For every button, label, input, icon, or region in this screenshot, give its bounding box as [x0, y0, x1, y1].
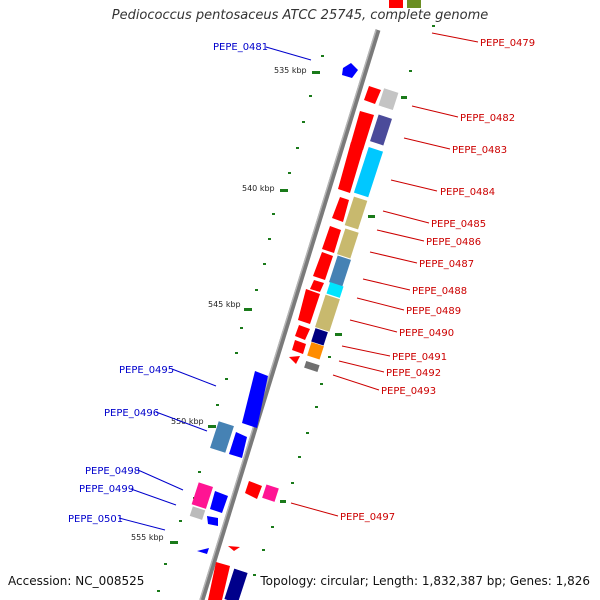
forward-strand-genes	[208, 0, 421, 600]
gene-label-pepe-0492[interactable]: PEPE_0492	[386, 368, 441, 379]
genome-title: Pediococcus pentosaceus ATCC 25745, comp…	[111, 8, 489, 23]
cds-forward[interactable]	[407, 0, 421, 8]
feature-deeppink[interactable]	[262, 484, 279, 502]
cds-pepe-0499[interactable]	[207, 516, 218, 526]
cds-pepe-0492[interactable]	[289, 356, 300, 364]
genome-summary-text: Topology: circular; Length: 1,832,387 bp…	[260, 574, 590, 588]
feature-orange[interactable]	[307, 342, 324, 360]
cds-pepe-0496[interactable]	[229, 432, 247, 458]
feature-cyan[interactable]	[353, 147, 384, 198]
forward-gene-labels: PEPE_0479 PEPE_0482 PEPE_0483 PEPE_0484 …	[340, 38, 535, 523]
cds-pepe-0497[interactable]	[245, 481, 262, 499]
cds-pepe-0482[interactable]	[364, 86, 381, 104]
reverse-strand-genes	[189, 63, 358, 554]
cds-pepe-0484[interactable]	[338, 142, 364, 193]
feature-darkblue[interactable]	[224, 568, 248, 600]
cds-pepe-0491[interactable]	[292, 340, 306, 354]
gene-label-pepe-0497[interactable]: PEPE_0497	[340, 512, 395, 523]
cds-forward[interactable]	[208, 562, 230, 600]
gene-label-pepe-0493[interactable]: PEPE_0493	[381, 386, 436, 397]
forward-leader-lines	[290, 32, 479, 517]
feature-steelblue[interactable]	[210, 421, 234, 453]
feature-khaki[interactable]	[337, 228, 359, 259]
cds-pepe-0481[interactable]	[342, 63, 358, 78]
cds-pepe-0498[interactable]	[210, 491, 228, 513]
gene-label-pepe-0484[interactable]: PEPE_0484	[440, 187, 495, 198]
gene-label-pepe-0485[interactable]: PEPE_0485	[431, 219, 486, 230]
reverse-leader-lines	[118, 46, 312, 531]
kbp-label-545: 545 kbp	[208, 300, 241, 309]
gene-label-pepe-0486[interactable]: PEPE_0486	[426, 237, 481, 248]
kbp-label-540: 540 kbp	[242, 184, 275, 193]
cds-pepe-0501[interactable]	[197, 548, 209, 554]
gene-label-pepe-0481[interactable]: PEPE_0481	[213, 42, 268, 53]
gene-label-pepe-0491[interactable]: PEPE_0491	[392, 352, 447, 363]
gene-label-pepe-0482[interactable]: PEPE_0482	[460, 113, 515, 124]
gene-label-pepe-0499[interactable]: PEPE_0499	[79, 484, 134, 495]
feature-khaki[interactable]	[344, 196, 368, 230]
feature-grey[interactable]	[378, 88, 399, 111]
cds-pepe-0489[interactable]	[298, 289, 320, 324]
gene-label-pepe-0498[interactable]: PEPE_0498	[85, 466, 140, 477]
gene-label-pepe-0483[interactable]: PEPE_0483	[452, 145, 507, 156]
feature-slateblue[interactable]	[370, 114, 392, 146]
cds-forward[interactable]	[228, 546, 240, 551]
cds-pepe-0486[interactable]	[322, 226, 341, 253]
kbp-label-550: 550 kbp	[171, 417, 204, 426]
genome-backbone	[199, 29, 381, 600]
feature-deeppink[interactable]	[191, 482, 214, 509]
feature-steelblue[interactable]	[329, 255, 351, 287]
feature-cyan[interactable]	[326, 282, 344, 298]
inner-ruler	[157, 55, 324, 592]
gene-label-pepe-0496[interactable]: PEPE_0496	[104, 408, 159, 419]
major-ticks	[170, 71, 320, 544]
cds-forward[interactable]	[389, 0, 403, 8]
gene-label-pepe-0501[interactable]: PEPE_0501	[68, 514, 123, 525]
feature-khaki[interactable]	[315, 294, 340, 332]
kbp-label-555: 555 kbp	[131, 533, 164, 542]
gene-label-pepe-0479[interactable]: PEPE_0479	[480, 38, 535, 49]
outer-ruler	[253, 25, 435, 576]
genome-backbone-highlight	[199, 29, 377, 600]
reverse-gene-labels: PEPE_0481 PEPE_0495 PEPE_0496 PEPE_0498 …	[68, 42, 268, 525]
accession-text: Accession: NC_008525	[8, 574, 145, 588]
gene-label-pepe-0487[interactable]: PEPE_0487	[419, 259, 474, 270]
cds-pepe-0487[interactable]	[313, 252, 333, 280]
cds-pepe-0485[interactable]	[332, 197, 349, 222]
kbp-label-535: 535 kbp	[274, 66, 307, 75]
feature-grey[interactable]	[189, 506, 206, 520]
cds-pepe-0490[interactable]	[295, 325, 310, 340]
cds-pepe-0488[interactable]	[310, 280, 324, 292]
feature-navy[interactable]	[311, 328, 328, 346]
gene-label-pepe-0489[interactable]: PEPE_0489	[406, 306, 461, 317]
cds-pepe-0483[interactable]	[350, 111, 374, 150]
cds-pepe-0495[interactable]	[242, 371, 268, 428]
gene-label-pepe-0488[interactable]: PEPE_0488	[412, 286, 467, 297]
gene-label-pepe-0495[interactable]: PEPE_0495	[119, 365, 174, 376]
feature-grey-dark[interactable]	[304, 360, 320, 372]
gene-label-pepe-0490[interactable]: PEPE_0490	[399, 328, 454, 339]
